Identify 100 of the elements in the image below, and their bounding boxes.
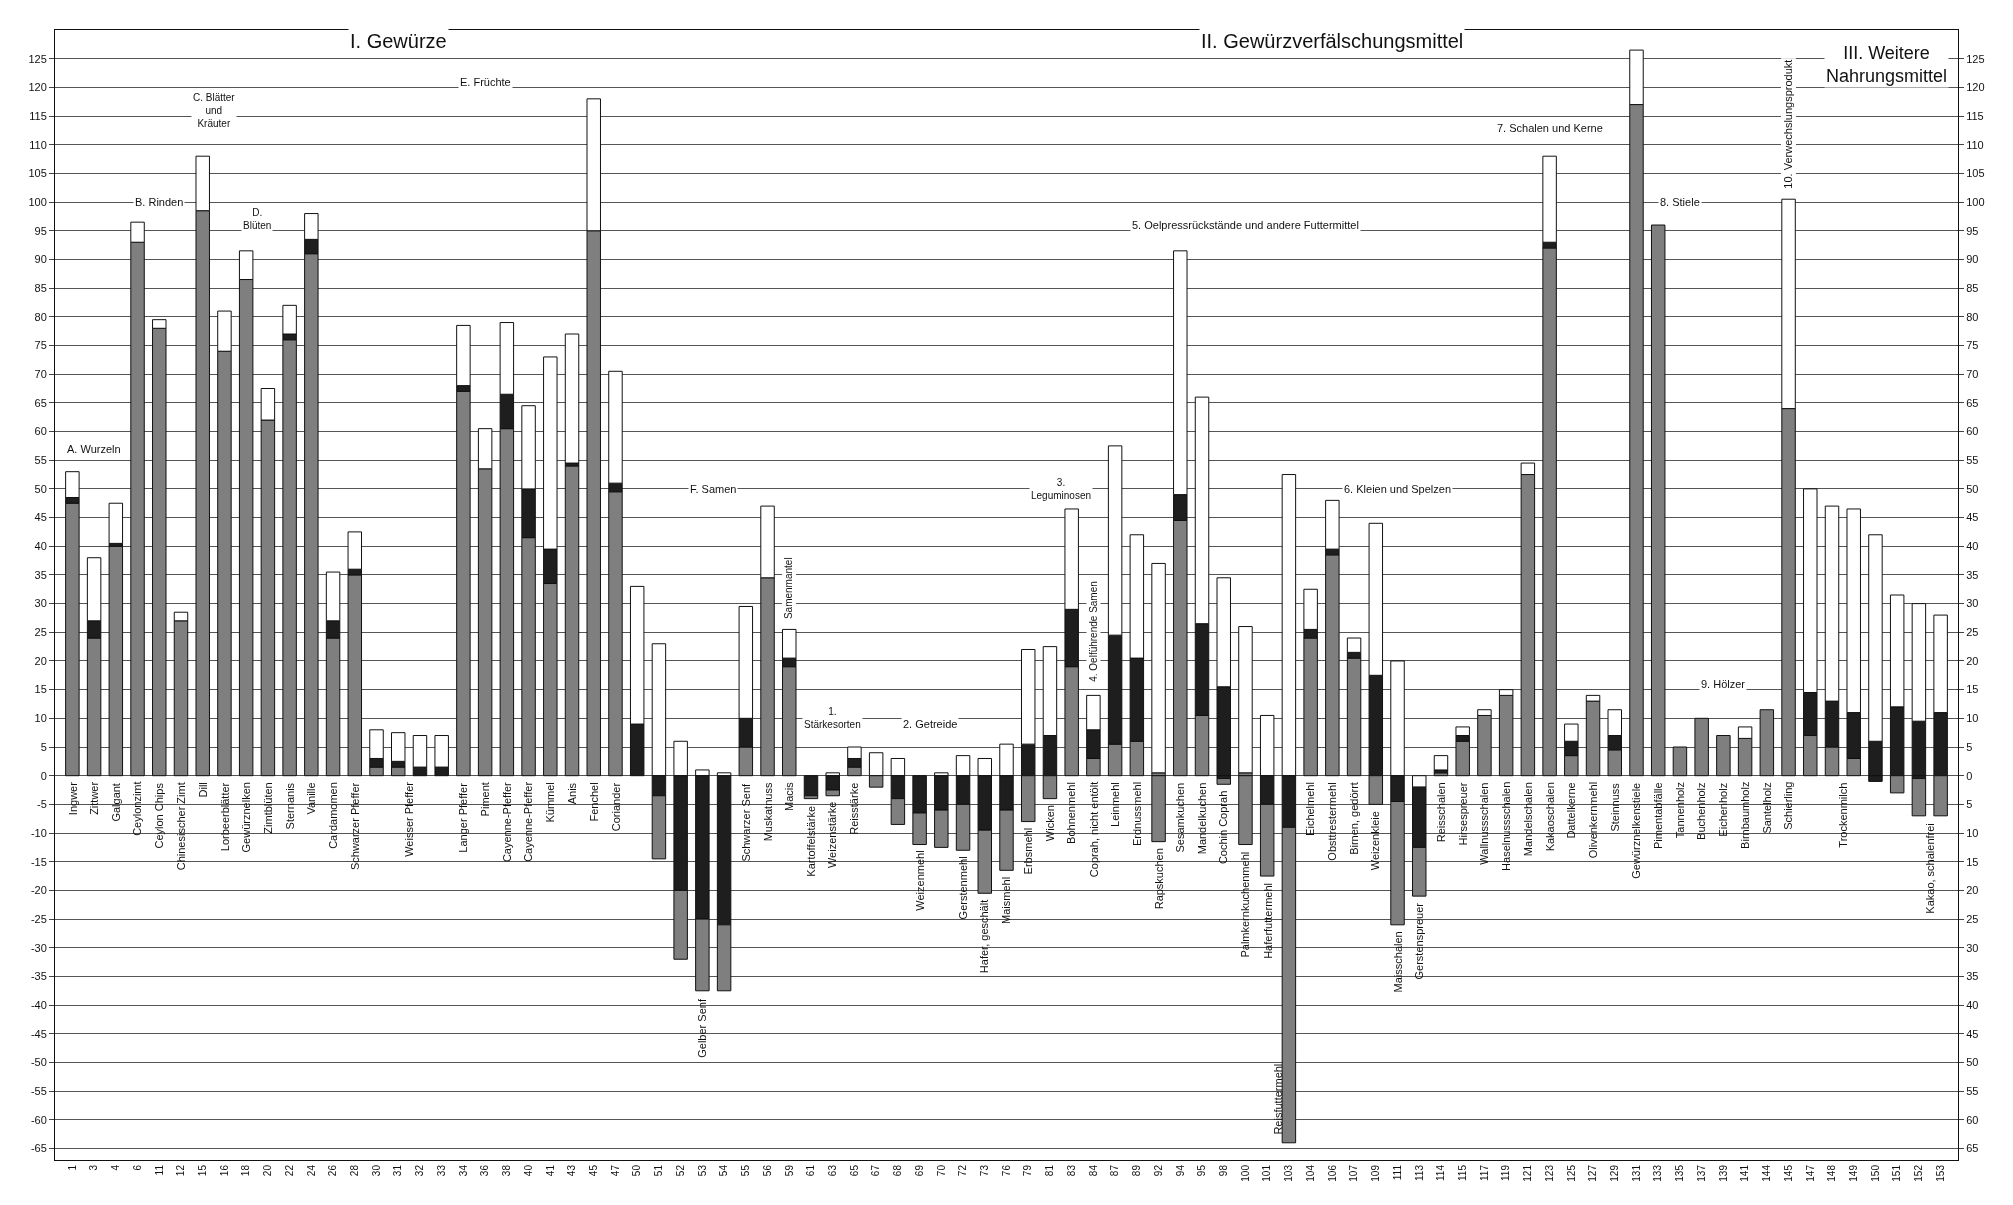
y-tick-label: 105 [28,167,47,180]
x-tick-label: 103 [1283,1164,1295,1182]
annotation: Erbsmehl [1022,827,1035,875]
x-tick-label: 31 [392,1164,404,1177]
y2-tick-label: 20 [1966,654,1979,667]
x-tick-label: 6 [131,1164,143,1171]
y-tick-label: 35 [34,568,47,581]
y-tick-label: 65 [34,396,47,409]
annotation: Reisfuttermehl [1272,1063,1285,1135]
x-tick-label: 16 [218,1164,230,1177]
x-tick-label: 3 [88,1164,100,1171]
y2-tick-label: 85 [1966,281,1979,294]
annotation: Schwarzer Pfeffer [348,782,361,871]
bar [1325,554,1340,777]
x-tick-label: 101 [1261,1164,1273,1182]
annotation: Haferfuttermehl [1261,883,1274,959]
annotation: Kakaoschalen [1543,782,1556,852]
x-tick-label: 22 [283,1164,295,1177]
y2-tick-label: 55 [1966,454,1979,467]
x-tick-label: 114 [1435,1164,1447,1181]
y2-tick-label: 40 [1966,998,1979,1011]
bar [1216,778,1231,785]
annotation: Weizenkleie [1369,811,1382,871]
x-tick-label: 107 [1348,1164,1360,1182]
y-tick-label: -35 [30,970,47,983]
x-tick-label: 55 [740,1164,752,1177]
bar [347,574,363,777]
y2-tick-label: 120 [1966,81,1985,94]
y2-tick-label: 40 [1966,540,1979,553]
y2-tick-label: 30 [1966,597,1979,610]
annotation: Gerstenspreuer [1413,902,1426,980]
annotation: 10. Verwechslungsprodukt [1782,59,1795,189]
x-tick-label: 50 [631,1164,643,1177]
annotation: Maisschalen [1391,931,1404,993]
annotation: Weizenstärke [826,801,839,869]
y2-tick-label: 70 [1966,368,1979,381]
x-tick-label: 73 [979,1164,991,1177]
x-tick-label: 121 [1522,1164,1534,1182]
annotation: Cardamomen [327,782,340,849]
bar [1455,740,1470,777]
x-tick-label: 95 [1196,1164,1208,1177]
y-tick-label: 85 [34,281,47,294]
annotation: Palmkernkuchenmehl [1239,851,1252,958]
annotation: Coprah, nicht entölt [1087,781,1100,878]
annotation: Lorbeerblätter [218,782,231,852]
annotation: Schierling [1782,781,1795,830]
y2-tick-label: 20 [1966,884,1979,897]
y-tick-label: 40 [34,540,47,553]
bar [1238,775,1253,846]
y2-tick-label: 100 [1966,195,1985,208]
annotation: Cochin Coprah [1217,790,1230,865]
annotation: Reisschalen [1434,782,1447,843]
y2-tick-label: 65 [1966,1142,1979,1155]
y-tick-label: 60 [34,425,47,438]
annotation: Kümmel [544,782,557,823]
x-tick-label: 104 [1304,1164,1316,1182]
x-tick-label: 65 [848,1164,860,1177]
y-tick-label: 20 [34,654,47,667]
annotation: Buchenholz [1695,782,1708,840]
y-tick-label: 115 [29,109,47,122]
y2-tick-label: 50 [1966,482,1979,495]
y2-tick-label: 95 [1966,224,1979,237]
annotation: 2. Getreide [903,718,958,730]
x-tick-label: 111 [1391,1164,1403,1181]
y-tick-label: 125 [28,52,47,65]
y-tick-label: -45 [30,1027,47,1040]
x-tick-label: 76 [1000,1164,1012,1177]
x-tick-label: 32 [414,1164,426,1177]
x-tick-label: 119 [1500,1164,1512,1181]
annotation: Macis [783,781,796,812]
x-tick-label: 106 [1326,1164,1338,1182]
x-tick-label: 125 [1565,1164,1577,1182]
annotation: Coriander [609,782,622,832]
annotation: 4. Oelführende Samen [1087,581,1099,682]
y2-tick-label: 35 [1966,568,1979,581]
x-tick-label: 123 [1543,1164,1555,1182]
x-tick-label: 72 [957,1164,969,1177]
annotation: Ceylonzimt [131,781,144,836]
x-tick-label: 67 [870,1164,882,1177]
annotation: 3. Leguminosen [1031,477,1092,501]
annotation: F. Samen [690,483,737,495]
annotation: 5. Oelpressrückstände und andere Futtermittel [1132,219,1359,231]
x-tick-label: 151 [1891,1164,1903,1182]
x-tick-label: 28 [349,1164,361,1177]
y-tick-label: 90 [34,253,47,266]
x-tick-label: 36 [479,1164,491,1177]
bar [1151,562,1166,774]
x-tick-label: 152 [1913,1164,1925,1182]
y-tick-label: 75 [34,339,47,352]
y-tick-label: 100 [28,195,47,208]
annotation: Leinmehl [1109,782,1122,827]
x-tick-label: 41 [544,1164,556,1177]
y2-tick-label: 65 [1966,396,1979,409]
x-tick-label: 81 [1044,1164,1056,1177]
bar [1151,775,1166,843]
bar [1542,247,1557,777]
annotation: Anis [565,782,578,805]
x-tick-label: 117 [1478,1164,1490,1181]
annotation: Wicken [1043,805,1056,842]
x-tick-label: 18 [240,1164,252,1177]
